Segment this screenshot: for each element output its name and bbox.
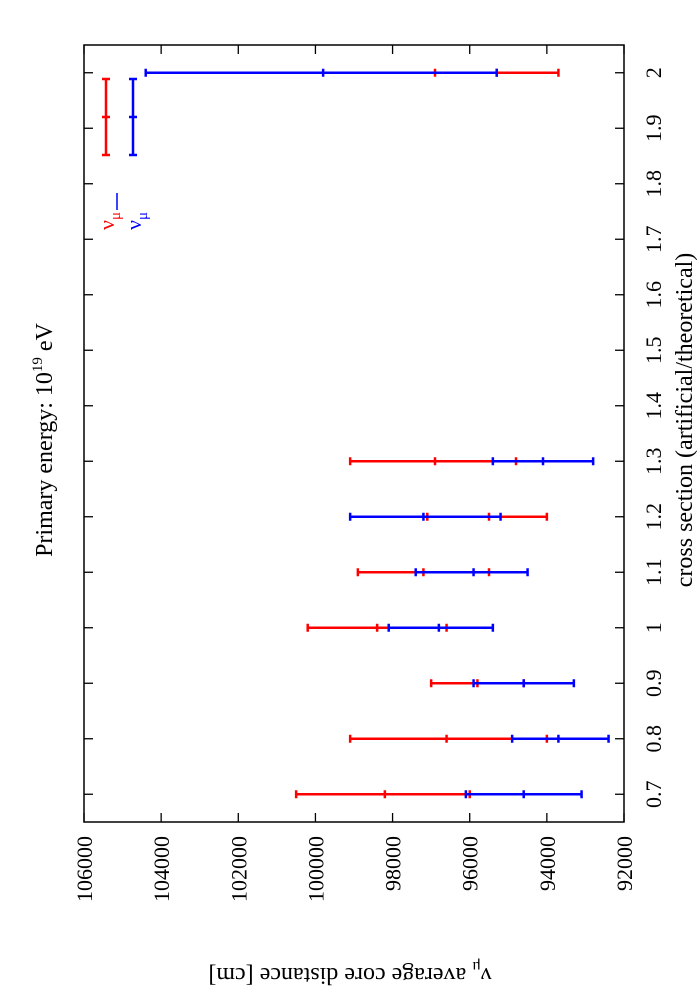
y-tick-label: 92000 (612, 836, 637, 891)
chart-title: Primary energy: 1019 eV (30, 322, 58, 557)
y-axis-label: νμ average core distance [cm] (208, 958, 491, 988)
y-tick-label: 102000 (226, 836, 251, 902)
y-tick-label: 96000 (458, 836, 483, 891)
legend-label-symbol: ν (94, 220, 119, 230)
x-tick-label: 1.6 (641, 281, 666, 309)
title-unit: eV (32, 322, 58, 357)
series-anti-nu-mu (144, 68, 610, 799)
y-tick-label: 94000 (535, 836, 560, 891)
error-bar (510, 734, 610, 743)
legend-label-subscript: μ (135, 212, 151, 220)
series-layer (144, 68, 610, 799)
x-tick-label: 1.1 (641, 559, 666, 587)
ticks-layer: 0.7 0.8 0.9 1 1.1 1.2 1.3 1.4 1.5 1.6 1.7 1.8 1.9 2 92… (72, 45, 666, 902)
x-tick-label: 1.7 (641, 226, 666, 254)
x-tick-label: 1.5 (641, 337, 666, 365)
y-axis-label-rest: average core distance [cm] (208, 962, 472, 988)
y-tick-label: 98000 (381, 836, 406, 891)
legend-label: νμ (94, 212, 124, 230)
error-bar (387, 623, 495, 632)
y-tick-label: 106000 (72, 836, 97, 902)
x-tick-label: 1.2 (641, 503, 666, 531)
error-bar (472, 679, 576, 688)
error-bar (348, 512, 502, 521)
error-bar (294, 790, 471, 799)
x-tick-label: 1.4 (641, 392, 666, 420)
error-bar (464, 790, 583, 799)
x-tick-label: 0.9 (641, 670, 666, 698)
x-tick-label: 1.3 (641, 448, 666, 476)
y-axis-label-symbol: ν (481, 962, 492, 988)
error-bar (491, 457, 595, 466)
y-tick-label: 100000 (303, 836, 328, 902)
error-bar (414, 568, 529, 577)
series-nu-mu (294, 68, 560, 799)
error-bar (144, 68, 498, 77)
legend-label-symbol: ν (121, 220, 146, 230)
x-tick-label: 0.7 (641, 781, 666, 809)
legend-label: νμ (121, 212, 151, 230)
x-tick-label: 1.8 (641, 170, 666, 198)
y-axis-label-subscript: μ (472, 958, 481, 975)
title-exponent: 19 (30, 357, 46, 372)
plot-frame (83, 44, 625, 823)
x-tick-label: 1 (641, 622, 666, 633)
x-tick-label: 2 (641, 67, 666, 78)
y-tick-label: 104000 (149, 836, 174, 902)
title-base: Primary energy: 10 (32, 372, 58, 557)
legend-label-subscript: μ (108, 212, 124, 220)
x-tick-label: 0.8 (641, 725, 666, 753)
x-axis-label: cross section (artificial/theoretical) (672, 253, 698, 588)
x-tick-label: 1.9 (641, 115, 666, 143)
